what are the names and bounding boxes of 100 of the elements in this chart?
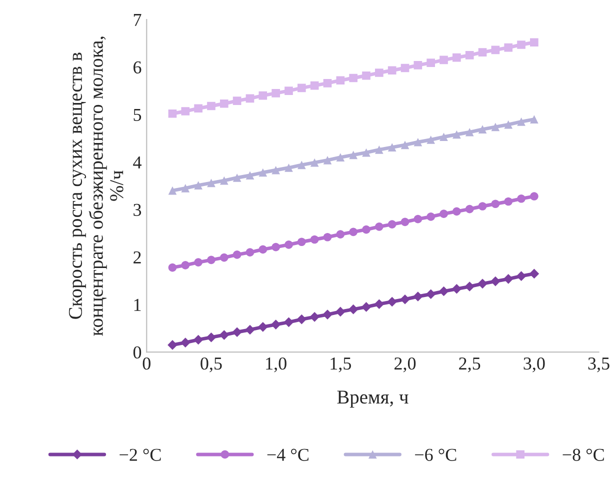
point [297,238,306,246]
point [504,120,513,129]
x-tick-label: 0,5 [200,357,222,372]
point [491,122,500,132]
point [258,91,268,100]
point [206,332,216,342]
point [181,260,190,270]
x-tick-label: 2,5 [459,358,480,372]
point [361,302,372,312]
point [336,306,346,317]
point [219,330,230,340]
point [491,200,500,208]
point [465,128,474,136]
point [258,322,268,332]
point [388,220,396,228]
point [258,168,268,177]
y-tick-label: 3 [134,204,142,216]
point [387,296,397,307]
point [310,81,319,90]
point [530,115,538,124]
point [310,312,320,322]
point [440,210,448,218]
point [284,240,293,249]
point [194,258,202,266]
point [413,292,423,302]
y-tick-label: 7 [134,14,142,26]
point [220,176,228,185]
point [388,143,396,152]
point [349,74,358,82]
y-tick-label: 1 [134,298,141,311]
point [530,38,538,47]
point [270,320,281,330]
point [284,164,293,172]
x-tick-label: 1,0 [266,357,286,372]
point [478,48,487,57]
x-tick-label: 3,0 [524,357,545,372]
point [517,118,526,126]
point [517,194,526,203]
point [375,222,384,231]
point [284,86,293,95]
point [258,245,268,254]
point [440,132,448,142]
x-tick-label: 2,0 [394,357,416,372]
point [272,166,280,174]
y-tick-label: 6 [134,61,142,74]
point [362,225,370,234]
point [194,104,202,113]
point [504,43,513,52]
legend-label: −4 °C [267,448,308,461]
point [310,158,319,167]
point [336,230,345,238]
point [336,76,345,85]
point [490,276,500,286]
point [272,242,280,252]
point [220,253,228,262]
x-tick-label: 3,5 [588,358,610,372]
point [426,212,436,221]
legend-label: −8 °C [562,448,604,461]
point [181,184,190,192]
y-tick-label: 2 [134,251,141,264]
point [529,268,540,279]
point [414,60,422,70]
point [452,53,461,62]
y-axis-title: Скорость роста сухих веществ в концентрате обезжиренного молока, %/ч [68,36,124,336]
point [194,181,202,190]
point [336,153,345,162]
legend-label: −2 °C [120,448,161,461]
point [375,68,384,77]
point [362,148,370,157]
point [400,64,410,72]
point [362,71,370,80]
point [168,340,178,350]
point [246,94,254,103]
point [491,46,500,54]
point [374,299,384,310]
point [400,294,410,304]
point [517,40,526,49]
x-tick-label: 0 [142,357,150,370]
point [232,174,242,182]
point [168,263,177,272]
point [168,109,177,118]
point [207,102,216,110]
point [272,89,280,98]
point [349,150,358,160]
point [464,282,475,292]
point [503,274,514,284]
point [426,58,436,67]
point [297,160,306,170]
point [414,214,422,224]
point [465,51,474,60]
point [348,304,358,314]
y-tick-label: 5 [134,109,142,122]
point [452,130,461,139]
point [400,218,410,226]
point [232,327,242,338]
point [297,84,306,92]
point [207,178,216,188]
point [375,146,384,154]
point [426,289,436,300]
point [438,286,449,296]
